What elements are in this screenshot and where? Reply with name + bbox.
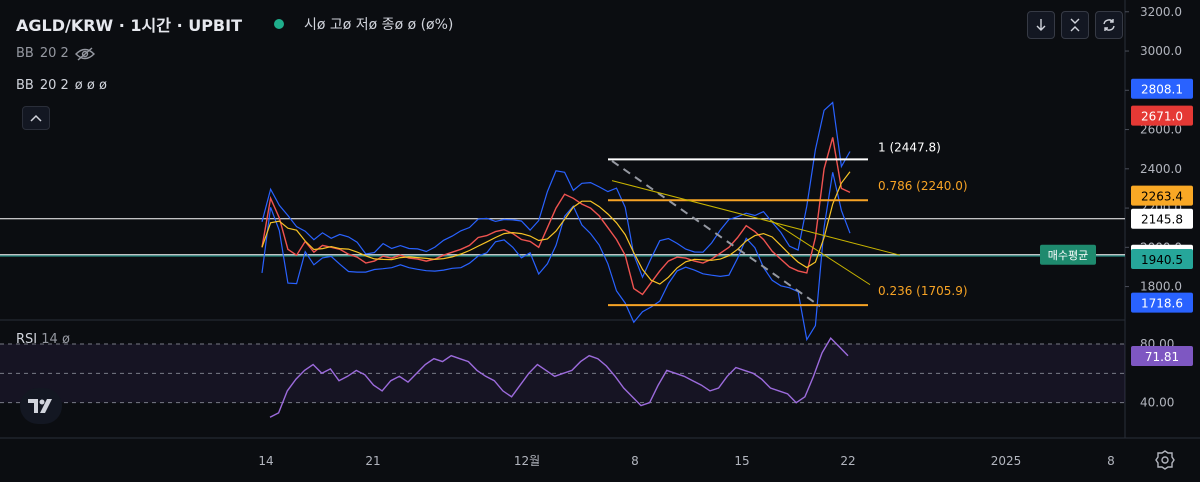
price-label-text: 2808.1 <box>1141 83 1183 97</box>
maximize-pane-button[interactable] <box>1095 11 1123 39</box>
yellow-trendline-2 <box>769 219 871 286</box>
yellow-trendline <box>611 180 901 256</box>
chevron-up-icon <box>30 114 42 122</box>
price-label-badge <box>1131 185 1193 206</box>
dashed-trendline <box>611 160 821 308</box>
indicator-bb-1[interactable]: BB 20 2 <box>16 46 95 61</box>
move-pane-down-button[interactable] <box>1027 11 1055 39</box>
rsi-line <box>269 336 849 418</box>
indicator-name: BB <box>16 78 34 93</box>
tradingview-logo-icon <box>28 399 52 413</box>
price-label-text: 1940.5 <box>1141 253 1183 267</box>
price-label-text: 1718.6 <box>1141 297 1183 311</box>
bb-upper-band <box>261 101 851 279</box>
time-tick-label: 21 <box>365 454 380 468</box>
time-tick-label: 8 <box>631 454 639 468</box>
refresh-icon <box>1103 19 1115 31</box>
fib-level-label: 1 (2447.8) <box>878 140 941 154</box>
rsi-value-label: 71.81 <box>1145 350 1179 364</box>
rsi-name: RSI <box>16 332 38 347</box>
price-tick-label: 2400.0 <box>1140 162 1182 176</box>
ohlc-values: 시ø 고ø 저ø 종ø ø (ø%) <box>304 17 454 33</box>
price-label-text: 2671.0 <box>1141 110 1183 124</box>
price-label-badge <box>1131 78 1193 99</box>
price-label-badge <box>1131 249 1193 270</box>
pane-toolbar <box>1027 11 1123 39</box>
price-tick-label: 3200.0 <box>1140 5 1182 19</box>
indicator-params: 20 2 <box>39 46 69 61</box>
price-label-badge <box>1131 105 1193 126</box>
avg-buy-badge <box>1040 244 1096 265</box>
time-tick-label: 22 <box>840 454 855 468</box>
collapse-indicators-button[interactable] <box>22 106 50 130</box>
indicator-values: ø ø ø <box>74 78 107 93</box>
price-tick-label: 2600.0 <box>1140 123 1182 137</box>
price-label-badge <box>1131 292 1193 313</box>
rsi-params: 14 <box>41 332 58 347</box>
time-tick-label: 8 <box>1107 454 1115 468</box>
fib-level-label: 0.786 (2240.0) <box>878 179 968 193</box>
rsi-legend[interactable]: RSI 14 ø <box>16 332 70 347</box>
indicator-name: BB <box>16 46 34 61</box>
fib-level-label: 0.236 (1705.9) <box>878 284 968 298</box>
price-tick-label: 3000.0 <box>1140 44 1182 58</box>
time-tick-label: 14 <box>258 454 273 468</box>
price-line <box>261 137 851 296</box>
rsi-tick-label: 40.00 <box>1140 396 1174 410</box>
gear-icon[interactable] <box>1155 450 1175 470</box>
price-label-text: 2263.4 <box>1141 190 1183 204</box>
time-tick-label: 12월 <box>514 454 540 468</box>
collapse-icon <box>1070 18 1080 32</box>
arrow-down-icon <box>1036 19 1046 31</box>
bb-lower-band <box>261 172 851 342</box>
collapse-pane-button[interactable] <box>1061 11 1089 39</box>
avg-buy-label: 매수평균 <box>1048 249 1088 262</box>
rsi-value: ø <box>61 332 70 347</box>
indicator-params: 20 2 <box>39 78 69 93</box>
price-label-text: 2145.8 <box>1141 213 1183 227</box>
bb-basis-line <box>261 171 851 285</box>
symbol-title[interactable]: AGLD/KRW · 1시간 · UPBIT <box>16 16 242 35</box>
rsi-value-badge <box>1131 346 1193 367</box>
price-label-badge <box>1131 208 1193 229</box>
indicator-bb-2[interactable]: BB 20 2 ø ø ø <box>16 78 107 93</box>
time-tick-label: 2025 <box>991 454 1022 468</box>
time-tick-label: 15 <box>734 454 749 468</box>
tradingview-logo[interactable] <box>20 388 62 424</box>
price-tick-label: 1800.0 <box>1140 280 1182 294</box>
eye-hidden-icon[interactable] <box>74 46 95 61</box>
market-status-dot <box>274 19 284 29</box>
